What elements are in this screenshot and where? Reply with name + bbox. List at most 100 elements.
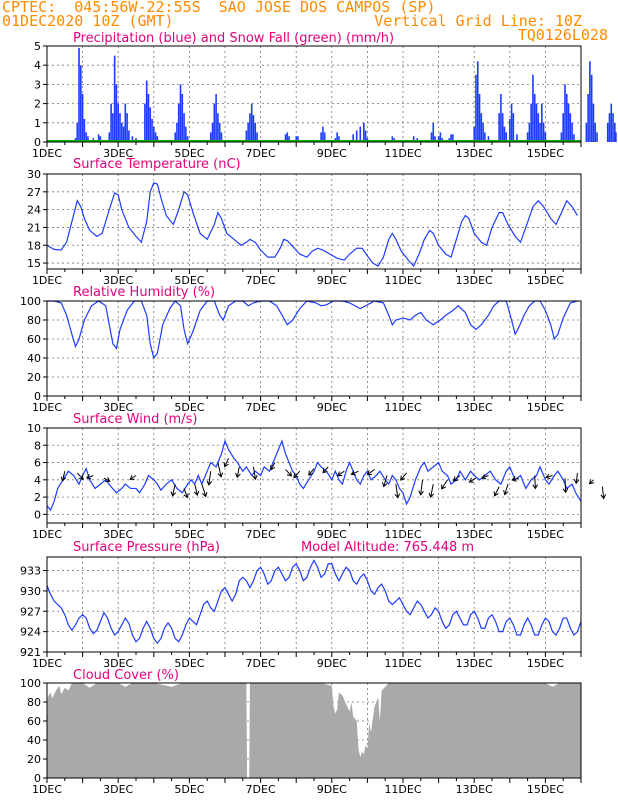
panel1-ytick-label-0: 0 [34,136,41,149]
panel2-xtick-label-7: 15DEC [527,274,564,287]
panel3-ytick-label-1: 20 [27,371,41,384]
panel1-bar-64 [336,132,338,142]
panel1-bar-9 [97,134,100,142]
panel1-bar-113 [542,122,545,142]
panel1-bar-133 [612,113,614,142]
panel4-wind-arrowhead-20 [350,470,356,476]
panel1-bar-119 [567,103,570,142]
panel5-annotation: Model Altitude: 765.448 m [301,540,474,555]
panel1-bar-128 [594,122,597,142]
panel4-wind-vector-17 [308,468,315,476]
panel3-series-line [47,300,578,360]
panel4-wind-vector-37 [575,472,578,484]
panel1-bar-120 [569,113,572,142]
panel1-xtick-label-6: 13DEC [456,147,493,160]
panel1-bar-25 [144,103,146,142]
panel4-wind-arrowhead-23 [394,493,401,499]
panel1-bar-35 [177,103,180,142]
panel4-wind-vector-9 [208,471,212,485]
panel4-ytick-label-0: 0 [34,508,41,521]
panel4-xtick-label-6: 13DEC [456,528,493,541]
panel4-wind-vector-20 [351,470,359,475]
panel4-wind-vector-11 [224,458,230,467]
panel3-xtick-label-2: 5DEC [174,401,204,414]
panel1-bar-1 [76,122,79,142]
panel6-ytick-label-4: 80 [27,696,41,709]
panel1-bar-62 [323,132,326,142]
panel1-bar-69 [363,122,365,142]
panel1-bar-60 [320,132,322,142]
panel5-ytick-label-1: 924 [20,626,41,639]
panel1-bar-36 [179,84,182,142]
panel1-bar-115 [560,132,563,142]
panel1-bar-102 [512,113,515,142]
panel4-ytick-label-3: 6 [34,457,41,470]
panel4-frame [46,427,582,524]
panel4-wind-vector-29 [469,477,477,483]
panel1-bar-29 [151,118,153,142]
panel4-ytick-label-2: 4 [34,474,41,487]
panel6-xtick-label-5: 11DEC [384,783,421,796]
panel1-bar-5 [83,118,86,142]
panel4-wind-vector-1 [76,472,84,480]
panel1-bar-17 [119,113,121,142]
panel4-xtick-label-2: 5DEC [174,528,204,541]
panel5-title: Surface Pressure (hPa) [73,540,220,555]
panel1-xtick-label-3: 7DEC [246,147,276,160]
panel1-bar-80 [434,136,436,142]
panel4-wind-vector-36 [564,478,567,493]
panel1-bar-104 [526,132,529,142]
panel4-wind-arrowhead-31 [493,491,499,497]
panel1-bar-15 [115,84,118,142]
panel1-bar-59 [297,136,299,142]
panel1-bar-126 [590,74,593,142]
panel5-ytick-label-4: 933 [20,565,41,578]
panel1-bar-22 [128,130,130,142]
panel1-bar-57 [288,136,290,142]
panel5-frame [46,556,582,653]
panel4-wind-vector-4 [129,475,137,480]
panel4-wind-vector-7 [194,484,198,496]
panel1-bar-46 [218,122,221,142]
panel1-bar-48 [245,130,248,142]
header-location: CPTEC: 045:56W-22:55S SAO JOSE DOS CAMPO… [2,0,436,16]
panel1-bar-108 [533,94,536,142]
panel1-bar-41 [209,132,212,142]
panel1-bar-26 [145,80,148,142]
panel3-ytick-label-0: 0 [34,390,41,403]
panel5-xtick-label-0: 1DEC [32,657,62,670]
panel3-ytick-label-5: 100 [20,295,41,308]
panel4-wind-arrowhead-24 [400,475,406,481]
panel4-wind-arrowhead-25 [418,490,424,496]
panel4-wind-vector-30 [481,475,489,479]
panel1-bar-100 [508,118,511,142]
panel3-xtick-label-7: 15DEC [527,401,564,414]
panel1-bar-99 [505,132,508,142]
panel1-bar-34 [176,122,178,142]
panel3-ytick-label-3: 60 [27,333,41,346]
panel1-bar-134 [614,122,616,142]
panel5-xtick-label-6: 13DEC [456,657,493,670]
panel1-bar-89 [476,61,479,142]
panel4-wind-vector-2 [86,475,94,479]
panel4-wind-arrowhead-19 [337,471,343,477]
panel4-wind-vector-28 [453,475,461,482]
panel1-bar-44 [215,94,217,142]
panel1-bar-70 [364,130,367,142]
panel1-bar-33 [174,132,176,142]
panel3-frame [46,300,582,397]
panel1-bar-32 [156,136,159,142]
panel4-wind-arrowhead-39 [600,494,607,500]
panel6-xtick-label-1: 3DEC [103,783,133,796]
panel1-bar-96 [500,94,502,142]
panel1-bar-103 [516,134,518,142]
panel1-bar-79 [432,122,435,142]
panel1-bar-7 [87,136,89,142]
panel3-xtick-label-6: 13DEC [456,401,493,414]
panel1-xtick-label-4: 9DEC [317,147,347,160]
panel1-bar-123 [585,122,588,142]
panel4-wind-vector-18 [322,466,329,474]
panel4-wind-arrowhead-37 [573,478,580,485]
panel2-ytick-label-1: 18 [27,239,41,252]
panel4-ytick-label-5: 10 [27,422,41,435]
